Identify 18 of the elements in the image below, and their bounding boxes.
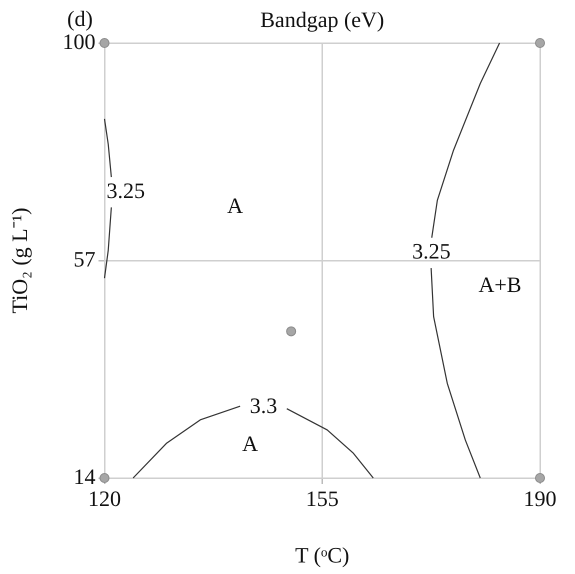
x-tick-label: 155: [306, 486, 339, 511]
point: [535, 473, 545, 483]
point: [286, 326, 296, 336]
annotation: A: [242, 430, 258, 456]
point: [100, 38, 110, 48]
series-label: 3.3: [250, 393, 278, 418]
chart-title: Bandgap (eV): [260, 6, 384, 32]
point: [100, 473, 110, 483]
y-tick-label: 57: [74, 246, 96, 272]
point: [535, 38, 545, 48]
x-tick-label: 190: [524, 486, 556, 511]
x-axis-title: T (ᵒC): [295, 542, 350, 568]
series-label: 3.25: [412, 238, 451, 264]
series-label: 3.25: [106, 178, 145, 203]
annotation: A+B: [478, 272, 522, 297]
text: (d): [67, 6, 93, 31]
annotation: A: [227, 192, 244, 218]
y-axis-title: TiO₂ (g L⁻¹): [6, 207, 32, 314]
